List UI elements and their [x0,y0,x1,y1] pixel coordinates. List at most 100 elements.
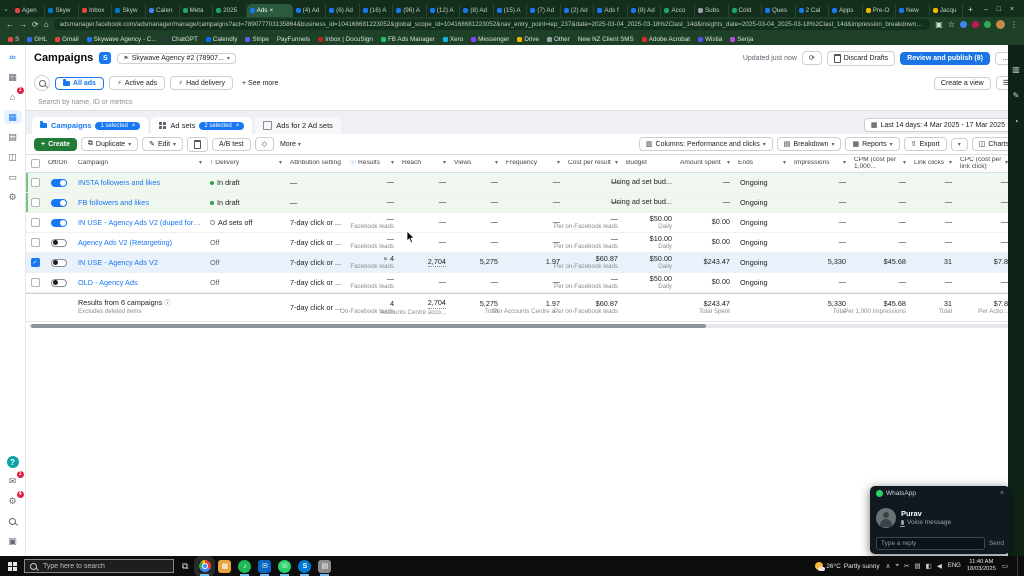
audiences-icon[interactable]: ◫ [8,151,17,162]
window-close-button[interactable]: × [1009,5,1014,13]
taskbar-search-input[interactable] [41,561,168,571]
send-button[interactable]: Send [988,540,1004,547]
date-range-selector[interactable]: ▦ Last 14 days: 4 Mar 2025 - 17 Mar 2025… [863,118,1018,132]
url-bar[interactable]: adsmanager.facebook.com/adsmanager/manag… [53,19,931,30]
browser-tab[interactable]: (7) Ad [527,4,561,17]
row-checkbox[interactable] [30,278,40,287]
browser-tab[interactable]: Cold [729,4,763,17]
weather-widget[interactable]: 26°C Partly sunny [815,562,880,571]
sort-caret-icon[interactable]: ▾ [782,160,786,167]
close-icon[interactable]: × [999,490,1004,497]
browser-tab[interactable]: 2 Cal [796,4,830,17]
bookmark-item[interactable]: Gmail [55,36,79,43]
export-button[interactable]: ⇧ Export [903,137,947,151]
more-menu[interactable]: More ▾ [279,140,301,148]
filter-chip-all-ads[interactable]: All ads [55,76,104,90]
forward-icon[interactable]: → [19,20,27,29]
charts-button[interactable]: ◫ Charts [971,137,1016,151]
tab-search-icon[interactable]: ⌄ [3,6,9,13]
sort-caret-icon[interactable]: ▾ [198,160,202,167]
bookmark-item[interactable]: New NZ Client SMS [577,35,634,43]
duplicate-button[interactable]: ⧉ Duplicate ▾ [80,137,139,151]
bookmark-item[interactable]: Other [547,36,570,43]
bookmark-item[interactable]: PayFunnels [276,35,311,43]
ab-test-button[interactable]: A/B test [212,137,251,151]
bookmark-item[interactable]: Wistia [698,36,722,43]
sort-caret-icon[interactable]: ▾ [494,160,498,167]
cast-icon[interactable]: ▣ [935,20,943,29]
column-header[interactable] [26,159,44,168]
sort-caret-icon[interactable]: ▾ [902,160,906,167]
column-header[interactable]: Budget [626,160,647,167]
apps-grid-icon[interactable]: ▦ [8,71,17,82]
bookmark-item[interactable]: GHL [27,36,47,43]
bookmark-item[interactable]: Calendly [205,36,237,43]
create-view-button[interactable]: Create a view [933,76,991,90]
chrome-icon[interactable] [194,555,216,576]
help-icon[interactable]: ? [6,456,19,468]
adsets-selected-badge[interactable]: 2 selected × [199,121,245,130]
bookmark-star-icon[interactable]: ☆ [947,20,955,29]
column-header[interactable]: ↑ Delivery ▾ [210,160,282,167]
sort-caret-icon[interactable]: ▾ [556,160,560,167]
row-checkbox[interactable] [30,238,40,247]
create-button[interactable]: + Create [34,137,77,151]
browser-tab[interactable]: (15) A [494,4,528,17]
bookmark-item[interactable]: S [8,36,19,43]
browser-tab[interactable]: (6) Ad [326,4,360,17]
browser-tab[interactable]: Ques [762,4,796,17]
notifications-icon[interactable]: ▣ [8,535,17,546]
column-header[interactable]: Link clicks ▾ [914,160,952,167]
row-checkbox[interactable] [30,178,40,187]
filter-chip-had-delivery[interactable]: ⚡ Had delivery [170,76,234,90]
sort-caret-icon[interactable]: ▾ [614,160,618,167]
whatsapp-notification[interactable]: WhatsApp × Purav Voice message Send [870,486,1010,554]
table-row[interactable]: ✓ IN USE - Agency Ads V2 Off 7-day click or… [26,253,1024,273]
spotify-icon[interactable]: ♪ [238,559,252,576]
edit-pencil-icon[interactable]: ✎ [1012,91,1020,100]
campaign-name-link[interactable]: IN USE - Agency Ads V2 (duped for cpl is… [78,218,202,227]
browser-tab[interactable]: (12) A [427,4,461,17]
table-row[interactable]: IN USE - Agency Ads V2 (duped for cpl is… [26,213,1024,233]
refresh-button[interactable]: ⟳ [801,51,822,65]
campaign-name-link[interactable]: FB followers and likes [78,198,149,207]
off-on-toggle[interactable] [51,198,67,207]
delete-button[interactable] [187,136,209,152]
bookmark-item[interactable]: Senja [730,36,753,43]
column-header[interactable]: Off/On [48,160,68,167]
photos-app-icon[interactable]: ▦ [218,559,232,573]
off-on-toggle[interactable] [51,258,67,267]
settings-icon[interactable]: ⚙ 4 [8,491,24,506]
browser-tab[interactable]: Acco [661,4,695,17]
campaigns-selected-badge[interactable]: 1 selected × [95,121,141,130]
snip-icon[interactable]: ✂ [904,563,910,570]
browser-tab[interactable]: Skyw [45,4,79,17]
extension-icon[interactable] [960,21,967,28]
column-header[interactable]: Frequency ▾ [506,160,560,167]
browser-tab[interactable]: 2025 [213,4,247,17]
browser-menu-icon[interactable]: ⋮ [1010,20,1018,29]
reports-button[interactable]: ▦ Reports ▾ [845,137,900,151]
network-icon[interactable]: ◧ [925,563,932,570]
browser-tab[interactable]: (16) A [360,4,394,17]
browser-tab[interactable]: Inbox [79,4,113,17]
browser-tab[interactable]: Subs [695,4,729,17]
edit-button[interactable]: ✎ Edit ▾ [142,137,184,151]
browser-tab[interactable]: (4) Ad [293,4,327,17]
discard-drafts-button[interactable]: Discard Drafts [826,50,896,66]
files-app-icon[interactable]: ▤ [318,559,332,576]
scrollbar-thumb[interactable] [31,324,706,328]
reload-icon[interactable]: ⟳ [32,20,39,29]
browser-tab[interactable]: New [896,4,930,17]
off-on-toggle[interactable] [51,178,67,187]
search-button[interactable] [34,75,50,91]
insights-chart-icon[interactable]: ▥ [1012,65,1020,74]
profile-avatar[interactable] [996,20,1005,29]
bookmark-item[interactable]: Stripe [245,36,269,43]
show-desktop-button[interactable] [1017,556,1021,576]
home-icon[interactable]: ⌂ [43,20,49,29]
campaign-name-link[interactable]: IN USE - Agency Ads V2 [78,258,158,267]
browser-tab[interactable]: Ads × [246,4,293,17]
task-view-icon[interactable]: ⧉ [182,560,189,571]
search-input[interactable] [36,98,340,107]
